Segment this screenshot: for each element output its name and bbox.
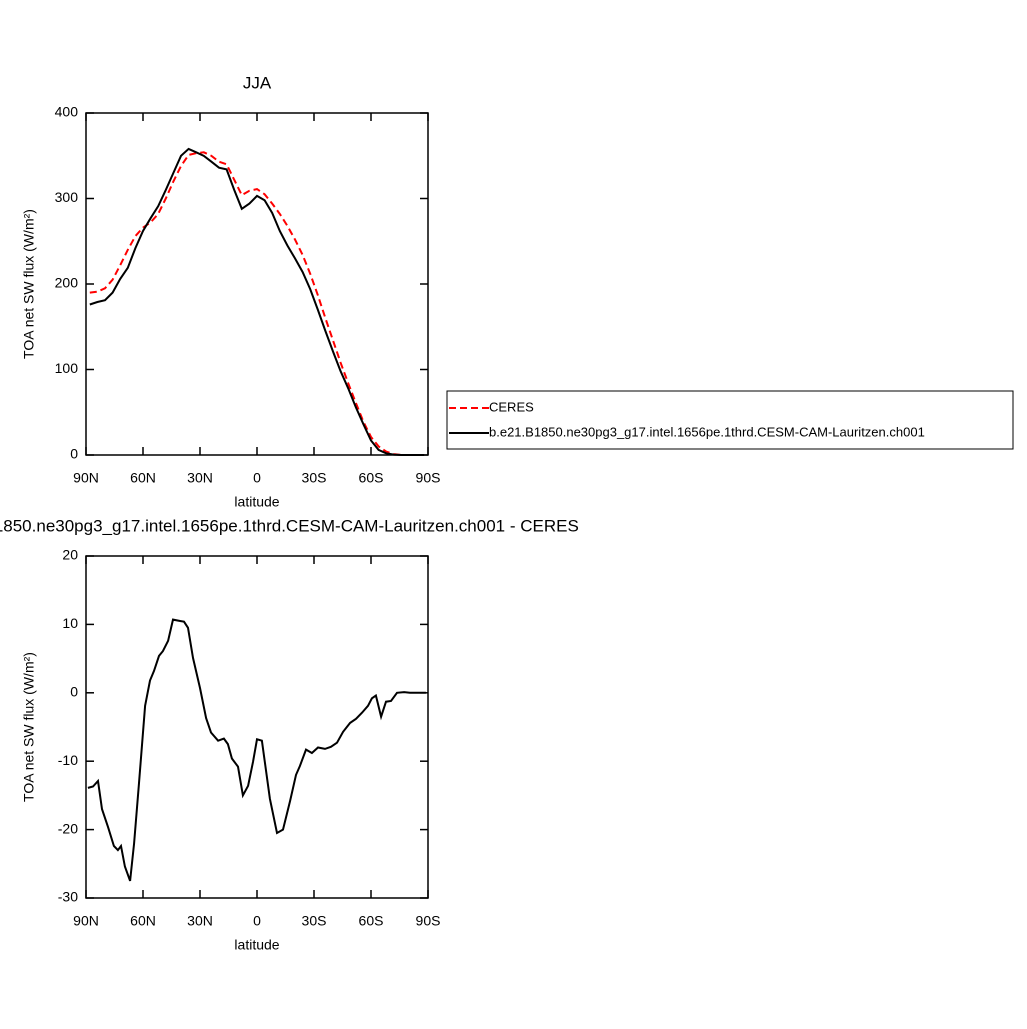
y-tick-label: -10 (58, 752, 78, 768)
y-axis-label: TOA net SW flux (W/m²) (21, 652, 37, 802)
y-tick-label: -20 (58, 820, 78, 836)
y-tick-label: 0 (70, 446, 78, 462)
y-tick-label: 0 (70, 684, 78, 700)
x-tick-label: 90S (416, 470, 441, 486)
x-tick-label: 60S (359, 470, 384, 486)
y-axis-label: TOA net SW flux (W/m²) (21, 209, 37, 359)
x-tick-label: 60S (359, 913, 384, 929)
plot-frame (85, 112, 429, 456)
x-tick-label: 90N (73, 470, 99, 486)
x-axis-label: latitude (234, 937, 279, 953)
chart-title: JJA (243, 73, 272, 92)
x-tick-label: 60N (130, 913, 156, 929)
x-tick-label: 30N (187, 470, 213, 486)
x-tick-label: 90S (416, 913, 441, 929)
x-tick-label: 30N (187, 913, 213, 929)
plot-frame (85, 555, 429, 899)
y-tick-label: 10 (62, 615, 78, 631)
y-tick-label: 20 (62, 547, 78, 563)
y-tick-label: -30 (58, 889, 78, 905)
data-line (87, 618, 426, 882)
legend-label: b.e21.B1850.ne30pg3_g17.intel.1656pe.1th… (489, 424, 925, 439)
chart-title: b.e21.B1850.ne30pg3_g17.intel.1656pe.1th… (0, 516, 579, 535)
x-tick-label: 30S (302, 913, 327, 929)
x-tick-label: 90N (73, 913, 99, 929)
y-tick-label: 200 (55, 275, 79, 291)
data-line (89, 147, 425, 456)
y-tick-label: 400 (55, 104, 79, 120)
y-tick-label: 300 (55, 189, 79, 205)
x-tick-label: 0 (253, 913, 261, 929)
x-axis-label: latitude (234, 494, 279, 510)
x-tick-label: 60N (130, 470, 156, 486)
legend-label: CERES (489, 399, 534, 414)
y-tick-label: 100 (55, 360, 79, 376)
x-tick-label: 30S (302, 470, 327, 486)
legend-box (446, 390, 1014, 450)
data-line (89, 151, 425, 456)
x-tick-label: 0 (253, 470, 261, 486)
